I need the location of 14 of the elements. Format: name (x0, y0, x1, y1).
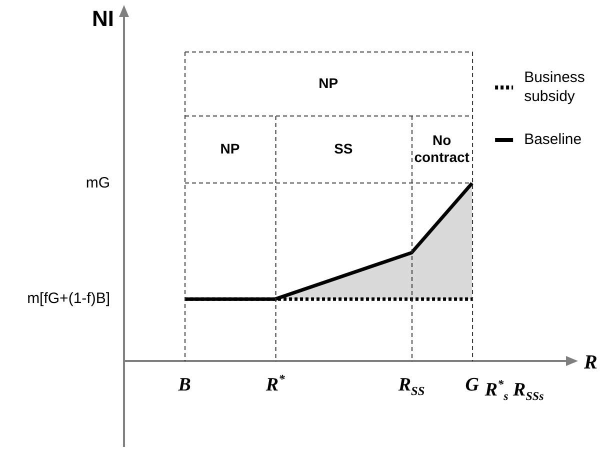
x-tick-label: R* (264, 372, 286, 396)
text: NP (220, 140, 240, 157)
x-tick-label: G (465, 374, 480, 396)
text: No contract (414, 132, 470, 166)
text: mG (86, 174, 110, 192)
text: R$^{*}$$_{s}$ R$_{SSs}$ (484, 377, 544, 404)
legend-label: Business subsidy (524, 69, 585, 106)
x-axis-title: R (583, 351, 598, 374)
text: SS (334, 140, 353, 157)
x-tick-label: B (177, 374, 191, 396)
text: NP (318, 75, 338, 92)
text: NI (92, 6, 114, 32)
legend-label: Baseline (524, 131, 582, 148)
text: m[fG+(1-f)B] (27, 290, 110, 308)
